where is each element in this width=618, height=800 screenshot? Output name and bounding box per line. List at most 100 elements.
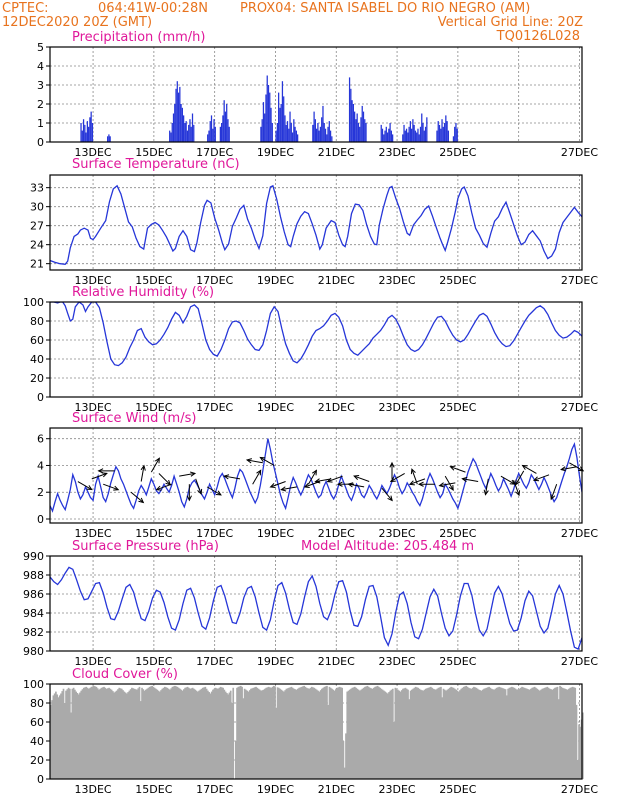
cloud-bar (176, 686, 179, 779)
precip-bar (405, 128, 408, 142)
x-tick-label: 21DEC (318, 783, 355, 796)
temp-title: Surface Temperature (nC) (72, 157, 240, 172)
wind-arrow-head (113, 485, 120, 491)
precip-bar (228, 126, 230, 142)
wind-arrow (155, 483, 172, 491)
cloud-bar (236, 687, 238, 779)
y-tick-label: 988 (23, 569, 44, 582)
cloud-bar (333, 690, 336, 779)
precip-bar (286, 121, 289, 142)
cloud-bar (237, 686, 240, 779)
cloud-bar (570, 687, 573, 779)
panel-frame (49, 555, 583, 652)
cloud-bar (518, 688, 521, 779)
wind-arrow-head (154, 457, 160, 464)
precip-bar (261, 119, 263, 142)
cloud-bar (269, 687, 271, 779)
cloud-bar (459, 690, 461, 779)
cloud-bar (452, 687, 455, 779)
precip-bar (380, 124, 382, 142)
x-tick-label: 25DEC (439, 783, 476, 796)
precip-bar (224, 111, 227, 142)
precip-bar (452, 136, 455, 142)
wind-arrow-shaft (315, 478, 332, 483)
cloud-bar (417, 687, 419, 779)
cloud-bar (424, 688, 427, 779)
cloud-bar (196, 691, 199, 779)
cloud-bar (480, 690, 483, 779)
precip-bar (422, 123, 424, 142)
cloud-bar (470, 688, 473, 779)
cloud-bar (446, 689, 449, 779)
cloud-bar (271, 686, 274, 779)
cloud-bar (426, 688, 428, 779)
precip-bar (181, 107, 183, 142)
cloud-bar (194, 689, 197, 779)
precip-bar (180, 104, 182, 142)
wind-arrow-head (408, 480, 415, 486)
precip-bar (271, 123, 273, 142)
cloud-bar (295, 689, 298, 779)
precip-bar (212, 128, 214, 142)
cloud-bar (227, 694, 229, 779)
wind-arrow-head (550, 494, 556, 501)
x-tick-label: 13DEC (75, 401, 112, 414)
y-tick-label: 982 (23, 626, 44, 639)
cloud-bar (364, 686, 366, 779)
precip-bar (326, 134, 328, 142)
cloud-bar (256, 687, 259, 779)
cloud-bar (432, 688, 435, 779)
wind-arrow (130, 491, 145, 504)
x-tick-label: 27DEC (561, 274, 598, 287)
x-tick-label: 25DEC (439, 527, 476, 540)
precip-bar (388, 128, 390, 142)
cloud-bar (494, 688, 497, 779)
precip-bar (109, 136, 111, 142)
x-tick-label: 17DEC (196, 783, 233, 796)
cloud-bar (280, 689, 283, 779)
wind-arrow (206, 486, 222, 496)
precip-bar (424, 126, 427, 142)
precip-bar (456, 128, 458, 142)
cloud-bar (174, 685, 176, 779)
cloud-bar (318, 691, 321, 779)
cloud-bar (86, 687, 89, 779)
wind-arrow-head (515, 490, 521, 497)
x-tick-label: 19DEC (257, 146, 294, 159)
cloud-bar (228, 692, 231, 779)
cloud-bar (219, 686, 222, 779)
panel-frame (49, 683, 583, 780)
precip-bar (421, 113, 423, 142)
cloud-bar (202, 687, 204, 779)
y-tick-label: 40 (30, 735, 44, 748)
y-tick-label: 2 (37, 486, 44, 499)
cloud-bar (565, 689, 568, 779)
cloud-bar (188, 687, 190, 779)
cloud-bar (323, 686, 326, 779)
cloud-bar (478, 689, 480, 779)
precip-bar (327, 126, 329, 142)
panel-temp: 21 24 27 30 33 13DEC 15DEC 17DEC 19DEC 21DEC 23DEC… (30, 157, 598, 287)
y-tick-label: 0 (37, 391, 44, 404)
precip-bar (275, 130, 277, 142)
precip-bar (416, 132, 418, 142)
precip-bar (191, 113, 194, 142)
wind-arrow-head (303, 483, 310, 488)
wind-arrow-head (389, 461, 395, 468)
cloud-bar (395, 688, 398, 779)
cloud-bar (110, 689, 113, 779)
cloud-bar (266, 687, 269, 779)
y-tick-label: 100 (23, 296, 44, 309)
cloud-bar (181, 690, 184, 779)
cloud-bar (508, 687, 511, 779)
cloud-bar (199, 689, 202, 779)
wind-arrow-shaft (462, 478, 479, 483)
precip-bar (86, 121, 88, 142)
cloud-bar (112, 691, 114, 779)
panel-precip: 0 1 2 3 4 5 13DEC 15DEC 17DEC 19DEC 21DEC 23DEC 25DE… (37, 30, 598, 159)
wind-arrow (444, 475, 454, 492)
wind-arrow-head (97, 468, 104, 474)
wind-arrow-head (438, 482, 445, 488)
precip-bar (354, 111, 356, 142)
wind-arrow (483, 478, 489, 496)
